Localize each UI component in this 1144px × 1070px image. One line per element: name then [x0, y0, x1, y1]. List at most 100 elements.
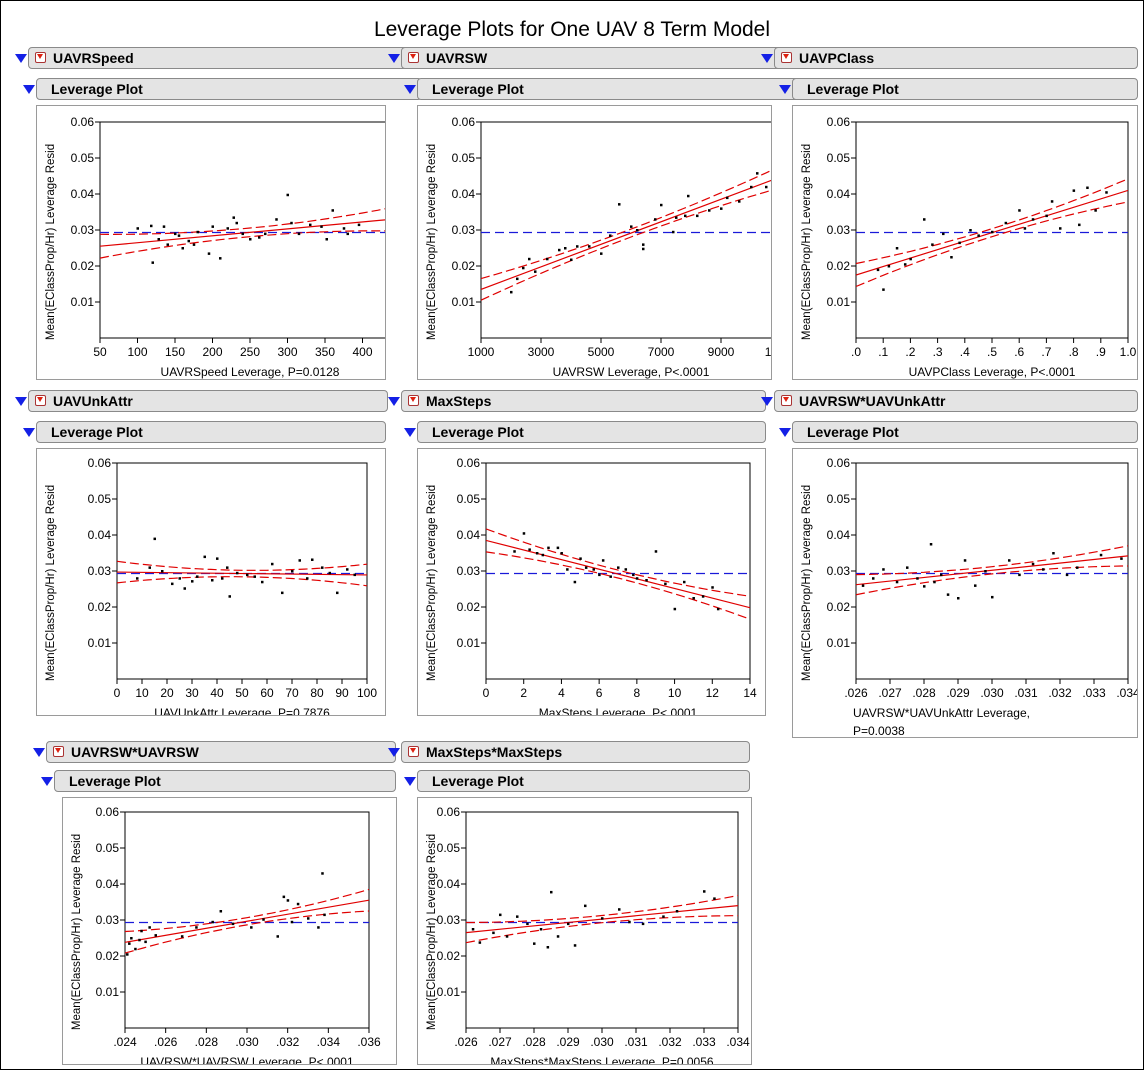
- data-point: [1031, 562, 1035, 566]
- term-header[interactable]: UAVRSW*UAVUnkAttr: [774, 390, 1138, 412]
- x-tick-label: 10: [668, 686, 682, 700]
- disclosure-triangle-icon[interactable]: [33, 748, 45, 757]
- data-point: [192, 243, 196, 246]
- subheader-header[interactable]: Leverage Plot: [36, 78, 422, 100]
- disclosure-triangle-icon[interactable]: [23, 428, 35, 437]
- subheader-header[interactable]: Leverage Plot: [417, 78, 803, 100]
- red-triangle-menu-icon[interactable]: [408, 395, 419, 406]
- term-header[interactable]: MaxSteps*MaxSteps: [401, 741, 750, 763]
- x-axis-label: UAVPClass Leverage, P<.0001: [909, 365, 1076, 379]
- subheader-header[interactable]: Leverage Plot: [792, 421, 1138, 443]
- y-tick-label: 0.02: [452, 259, 476, 273]
- subheader-header[interactable]: Leverage Plot: [792, 78, 1138, 100]
- data-point: [510, 290, 513, 294]
- subheader-header[interactable]: Leverage Plot: [36, 421, 386, 443]
- data-point: [161, 570, 164, 573]
- data-point: [232, 216, 235, 219]
- red-triangle-menu-icon[interactable]: [53, 746, 64, 757]
- x-tick-label: .026: [154, 1035, 178, 1049]
- term-header[interactable]: UAVRSW*UAVRSW: [46, 741, 396, 763]
- term-header[interactable]: UAVRSpeed: [28, 47, 414, 69]
- upper-confidence-curve: [100, 205, 400, 235]
- data-point: [570, 258, 573, 262]
- disclosure-triangle-icon[interactable]: [15, 397, 27, 406]
- data-point: [528, 548, 531, 551]
- disclosure-triangle-icon[interactable]: [23, 85, 35, 94]
- disclosure-triangle-icon[interactable]: [404, 777, 416, 786]
- x-tick-label: 350: [315, 345, 335, 359]
- disclosure-triangle-icon[interactable]: [41, 777, 53, 786]
- data-point: [320, 225, 323, 228]
- x-axis-label: UAVRSW Leverage, P<.0001: [553, 365, 710, 379]
- data-point: [588, 245, 591, 248]
- leverage-plot-6: 0.01 0.02 0.03 0.04 0.05 0.06 .026 .027 .028 .029…: [801, 456, 1140, 738]
- x-tick-label: 60: [260, 686, 274, 700]
- y-axis-label: Mean(EClassProp/Hr) Leverage Resid: [45, 485, 57, 681]
- subheader-title: Leverage Plot: [51, 81, 143, 97]
- x-tick-label: .032: [276, 1035, 300, 1049]
- data-point: [140, 929, 143, 933]
- data-point: [191, 580, 194, 583]
- data-point: [177, 234, 181, 237]
- disclosure-triangle-icon[interactable]: [761, 54, 773, 63]
- subheader-header[interactable]: Leverage Plot: [417, 770, 750, 792]
- red-triangle-menu-icon[interactable]: [408, 52, 419, 63]
- disclosure-triangle-icon[interactable]: [779, 85, 791, 94]
- data-point: [226, 227, 229, 230]
- disclosure-triangle-icon[interactable]: [388, 397, 400, 406]
- x-tick-label: .7: [1041, 345, 1051, 359]
- y-tick-label: 0.01: [827, 295, 851, 309]
- leverage-plot-1: 0.01 0.02 0.03 0.04 0.05 0.06 50 100 150 200 250 30…: [45, 115, 410, 379]
- data-point: [321, 872, 324, 875]
- x-tick-label: .6: [1014, 345, 1024, 359]
- term-header[interactable]: UAVRSW: [401, 47, 787, 69]
- data-point: [1018, 573, 1021, 577]
- y-tick-label: 0.01: [437, 985, 461, 999]
- data-point: [321, 566, 324, 569]
- data-point: [309, 223, 312, 227]
- data-point: [264, 232, 267, 236]
- data-point: [195, 926, 198, 929]
- y-axis-label: Mean(EClassProp/Hr) Leverage Resid: [426, 485, 438, 681]
- upper-confidence-curve: [486, 528, 750, 597]
- data-point: [546, 257, 549, 261]
- data-point: [219, 910, 223, 913]
- disclosure-triangle-icon[interactable]: [388, 748, 400, 757]
- data-point: [909, 257, 912, 261]
- data-point: [174, 232, 177, 236]
- y-tick-label: 0.03: [96, 913, 120, 927]
- disclosure-triangle-icon[interactable]: [404, 428, 416, 437]
- upper-confidence-curve: [856, 178, 1128, 265]
- disclosure-triangle-icon[interactable]: [15, 54, 27, 63]
- subheader-header[interactable]: Leverage Plot: [54, 770, 396, 792]
- lower-confidence-curve: [481, 186, 781, 301]
- lower-confidence-curve: [486, 551, 750, 620]
- subheader-title: Leverage Plot: [69, 773, 161, 789]
- data-point: [228, 595, 231, 598]
- red-triangle-menu-icon[interactable]: [781, 395, 792, 406]
- lower-confidence-curve: [117, 576, 367, 587]
- data-point: [1059, 227, 1062, 230]
- x-tick-label: .029: [946, 686, 970, 700]
- x-tick-label: 250: [240, 345, 260, 359]
- disclosure-triangle-icon[interactable]: [779, 428, 791, 437]
- term-header[interactable]: MaxSteps: [401, 390, 766, 412]
- red-triangle-menu-icon[interactable]: [408, 746, 419, 757]
- data-point: [584, 904, 587, 908]
- data-point: [903, 263, 907, 266]
- y-axis-label: Mean(EClassProp/Hr) Leverage Resid: [801, 485, 813, 681]
- data-point: [642, 247, 645, 251]
- subheader-header[interactable]: Leverage Plot: [417, 421, 766, 443]
- disclosure-triangle-icon[interactable]: [388, 54, 400, 63]
- red-triangle-menu-icon[interactable]: [781, 52, 792, 63]
- fit-line: [856, 555, 1128, 586]
- red-triangle-menu-icon[interactable]: [35, 52, 46, 63]
- red-triangle-menu-icon[interactable]: [35, 395, 46, 406]
- disclosure-triangle-icon[interactable]: [404, 85, 416, 94]
- term-header[interactable]: UAVUnkAttr: [28, 390, 388, 412]
- disclosure-triangle-icon[interactable]: [761, 397, 773, 406]
- plot-area: [116, 462, 368, 680]
- y-tick-label: 0.02: [71, 259, 95, 273]
- term-header[interactable]: UAVPClass: [774, 47, 1138, 69]
- data-point: [286, 899, 290, 902]
